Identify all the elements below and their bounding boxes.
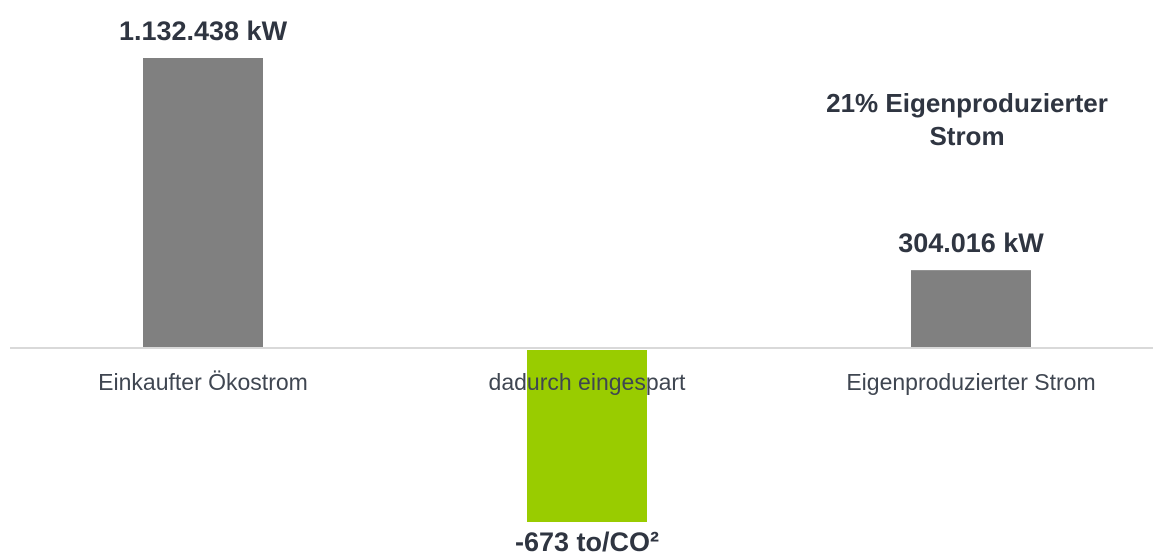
- data-label-1: 1.132.438 kW: [119, 16, 288, 46]
- category-label-3: Eigenproduzierter Strom: [846, 369, 1095, 395]
- bar-1: [143, 58, 263, 348]
- data-labels: 1.132.438 kW -673 to/CO² 304.016 kW: [119, 16, 1044, 554]
- bar-2: [527, 350, 647, 522]
- bar-3: [911, 270, 1031, 348]
- category-label-2: dadurch eingespart: [489, 369, 687, 395]
- category-label-1: Einkaufter Ökostrom: [98, 369, 308, 395]
- data-label-2: -673 to/CO²: [515, 527, 659, 554]
- category-labels: Einkaufter Ökostrom dadurch eingespart Eig…: [98, 369, 1095, 395]
- annotation-line-2: Strom: [929, 121, 1004, 151]
- data-label-3: 304.016 kW: [898, 228, 1044, 258]
- annotation-line-1: 21% Eigenproduzierter: [826, 88, 1108, 118]
- bars-layer: [143, 58, 1031, 522]
